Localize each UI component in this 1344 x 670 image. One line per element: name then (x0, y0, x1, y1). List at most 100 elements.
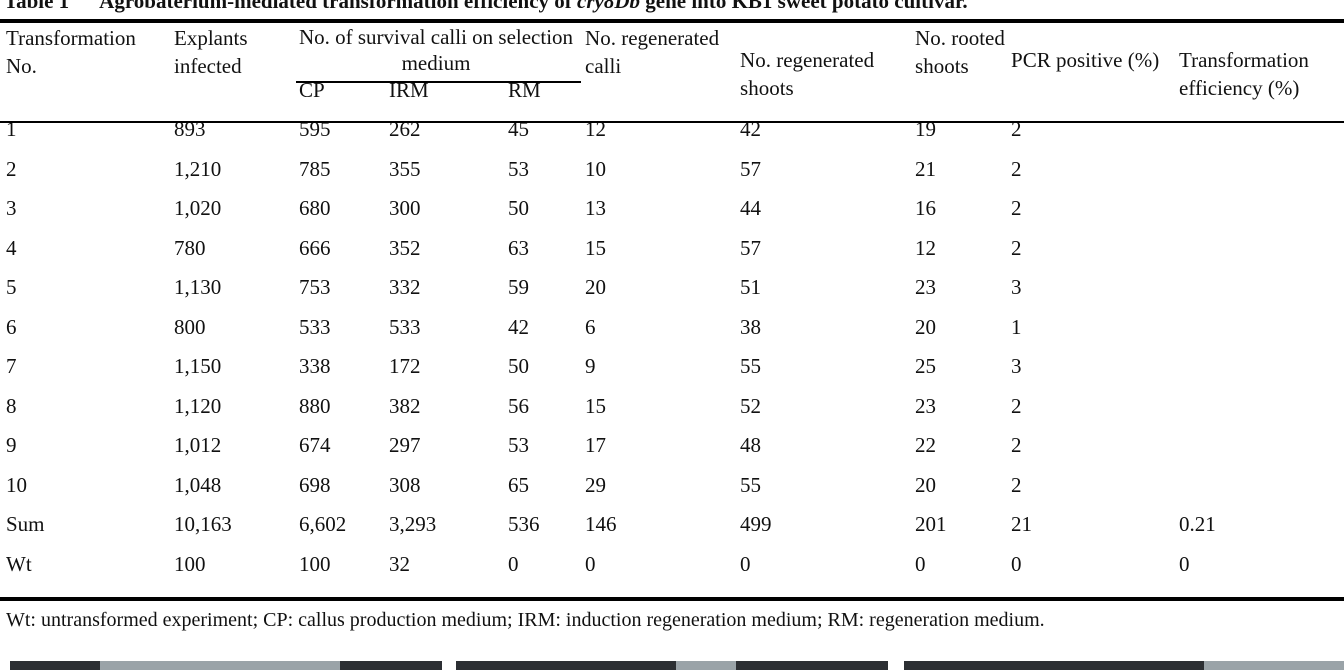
cell-pcr-positive: 2 (1011, 433, 1022, 458)
cell-rooted-shoots: 201 (915, 512, 947, 537)
cell-cp: 595 (299, 117, 331, 142)
cell-rm: 53 (508, 156, 529, 181)
cell-irm: 300 (389, 196, 421, 221)
cell-regenerated-calli: 10 (585, 156, 607, 181)
cell-transformation-no: 7 (6, 354, 17, 379)
cell-regenerated-calli: 6 (585, 314, 596, 339)
table-row: 8 1,120 880 382 56 15 52 23 2 (0, 387, 1344, 427)
cell-cp: 698 (299, 472, 331, 497)
table-row: 1 893 595 262 45 12 42 19 2 (0, 110, 1344, 150)
header-pcr-positive: PCR positive (%) (1011, 48, 1160, 72)
cell-rooted-shoots: 23 (915, 275, 937, 300)
cell-rooted-shoots: 0 (915, 551, 926, 576)
group-underline (296, 81, 581, 83)
cell-regenerated-calli: 9 (585, 354, 596, 379)
table-footnote: Wt: untransformed experiment; CP: callus… (6, 609, 1045, 631)
cell-irm: 533 (389, 314, 421, 339)
table-body: 1 893 595 262 45 12 42 19 2 2 1,210 785 355 53 10 57 21 2… (0, 110, 1344, 584)
cell-efficiency (1173, 426, 1344, 466)
cell-transformation-no: 4 (6, 235, 17, 260)
cell-regenerated-shoots: 48 (740, 433, 762, 458)
cell-rm: 0 (508, 551, 519, 576)
cell-cp: 6,602 (299, 512, 347, 537)
cell-pcr-positive: 2 (1011, 117, 1022, 142)
cell-cp: 100 (299, 551, 331, 576)
cell-irm: 308 (389, 472, 421, 497)
cell-regenerated-calli: 17 (585, 433, 607, 458)
cell-cp: 674 (299, 433, 331, 458)
figure-photo-3 (904, 661, 1344, 670)
cell-rm: 536 (508, 512, 540, 537)
table-row: Sum 10,163 6,602 3,293 536 146 499 201 21 0.21 (0, 505, 1344, 545)
cell-rooted-shoots: 16 (915, 196, 937, 221)
cell-efficiency (1173, 466, 1344, 506)
cell-explants: 1,150 (174, 354, 222, 379)
table-row: 2 1,210 785 355 53 10 57 21 2 (0, 150, 1344, 190)
table-caption: Table 1 Agrobaterium-mediated transformat… (4, 0, 968, 14)
cell-rooted-shoots: 20 (915, 314, 937, 339)
cell-regenerated-shoots: 44 (740, 196, 762, 221)
header-regenerated-calli: No. regenerated calli (585, 26, 720, 78)
cell-regenerated-calli: 20 (585, 275, 607, 300)
header-efficiency: Transformation efficiency (%) (1179, 48, 1309, 100)
cell-irm: 32 (389, 551, 410, 576)
cell-explants: 800 (174, 314, 206, 339)
cell-efficiency (1173, 387, 1344, 427)
cell-explants: 780 (174, 235, 206, 260)
cell-rm: 53 (508, 433, 529, 458)
cell-explants: 1,210 (174, 156, 222, 181)
header-regenerated-shoots: No. regenerated shoots (740, 48, 875, 100)
cell-regenerated-shoots: 42 (740, 117, 762, 142)
cell-cp: 338 (299, 354, 331, 379)
cell-explants: 10,163 (174, 512, 232, 537)
cell-rm: 42 (508, 314, 529, 339)
header-transformation-no: Transformation No. (6, 26, 136, 78)
cell-pcr-positive: 2 (1011, 472, 1022, 497)
cell-cp: 680 (299, 196, 331, 221)
cell-pcr-positive: 2 (1011, 196, 1022, 221)
cell-transformation-no: 9 (6, 433, 17, 458)
header-rooted-shoots: No. rooted shoots (915, 26, 1005, 78)
cell-explants: 893 (174, 117, 206, 142)
cell-pcr-positive: 1 (1011, 314, 1022, 339)
cell-irm: 297 (389, 433, 421, 458)
cell-efficiency (1173, 229, 1344, 269)
table-row: 4 780 666 352 63 15 57 12 2 (0, 229, 1344, 269)
cell-regenerated-calli: 13 (585, 196, 607, 221)
cell-rooted-shoots: 21 (915, 156, 937, 181)
table-top-rule (0, 19, 1344, 23)
table-row: 7 1,150 338 172 50 9 55 25 3 (0, 347, 1344, 387)
cell-explants: 1,020 (174, 196, 222, 221)
table-row: 5 1,130 753 332 59 20 51 23 3 (0, 268, 1344, 308)
table-row: 3 1,020 680 300 50 13 44 16 2 (0, 189, 1344, 229)
header-bottom-rule (0, 121, 1344, 123)
cell-efficiency (1173, 347, 1344, 387)
cell-explants: 100 (174, 551, 206, 576)
cell-regenerated-shoots: 57 (740, 156, 762, 181)
cell-irm: 355 (389, 156, 421, 181)
cell-regenerated-calli: 0 (585, 551, 596, 576)
cell-pcr-positive: 2 (1011, 235, 1022, 260)
cell-pcr-positive: 3 (1011, 275, 1022, 300)
table-row: 9 1,012 674 297 53 17 48 22 2 (0, 426, 1344, 466)
cell-transformation-no: 3 (6, 196, 17, 221)
cell-efficiency (1173, 189, 1344, 229)
cell-regenerated-shoots: 51 (740, 275, 762, 300)
caption-gene: cry8Db (577, 0, 640, 13)
cell-transformation-no: Wt (6, 551, 32, 576)
cell-efficiency (1173, 308, 1344, 348)
cell-rm: 65 (508, 472, 529, 497)
cell-irm: 332 (389, 275, 421, 300)
cell-pcr-positive: 21 (1011, 512, 1033, 537)
cell-irm: 352 (389, 235, 421, 260)
cell-efficiency (1173, 268, 1344, 308)
cell-pcr-positive: 2 (1011, 156, 1022, 181)
cell-regenerated-shoots: 499 (740, 512, 772, 537)
cell-pcr-positive: 3 (1011, 354, 1022, 379)
cell-irm: 172 (389, 354, 421, 379)
caption-text: Agrobaterium-mediated transformation eff… (99, 0, 578, 13)
cell-pcr-positive: 0 (1011, 551, 1022, 576)
cell-rm: 50 (508, 354, 529, 379)
cell-regenerated-shoots: 57 (740, 235, 762, 260)
header-explants: Explants infected (174, 26, 248, 78)
